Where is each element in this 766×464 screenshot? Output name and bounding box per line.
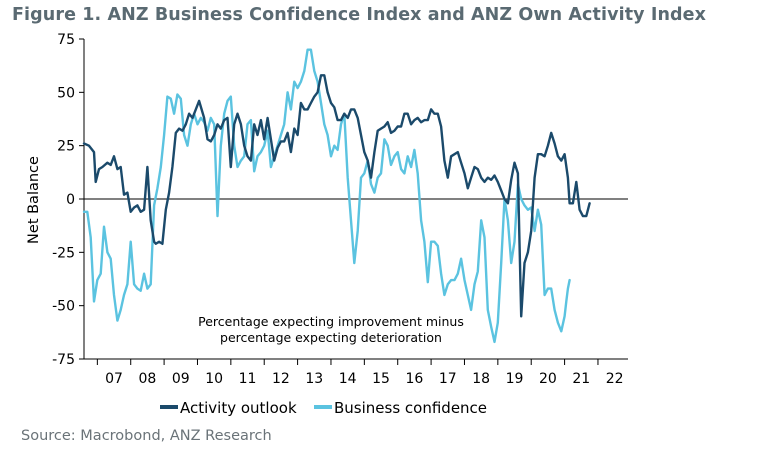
x-tick-label: 22 xyxy=(606,371,624,387)
legend-label-business-confidence: Business confidence xyxy=(334,399,487,417)
y-tick-label: 50 xyxy=(57,85,75,101)
y-tick-label: 75 xyxy=(57,32,75,48)
x-tick-label: 07 xyxy=(105,371,123,387)
y-tick-label: 0 xyxy=(66,192,75,208)
x-tick-label: 13 xyxy=(305,371,323,387)
annotation-line-1: Percentage expecting improvement minus xyxy=(198,314,464,329)
x-tick-label: 15 xyxy=(372,371,390,387)
x-tick-label: 17 xyxy=(439,371,457,387)
source-note: Source: Macrobond, ANZ Research xyxy=(21,428,272,444)
legend: Activity outlook Business confidence xyxy=(160,399,487,417)
chart-title: Figure 1. ANZ Business Confidence Index … xyxy=(12,5,707,25)
x-axis: 07 08 09 10 11 12 13 14 15 16 17 18 19 20 21 22 xyxy=(84,358,628,387)
series-line-business-confidence xyxy=(82,48,571,344)
x-tick-label: 20 xyxy=(539,371,557,387)
x-tick-label: 18 xyxy=(472,371,490,387)
x-tick-label: 09 xyxy=(172,371,190,387)
y-tick-label: -25 xyxy=(52,245,75,261)
legend-label-activity-outlook: Activity outlook xyxy=(180,399,297,417)
series-lines xyxy=(82,48,591,344)
series-line-activity-outlook xyxy=(82,74,591,318)
x-tick-label: 21 xyxy=(572,371,590,387)
annotation-line-2: percentage expecting deterioration xyxy=(220,330,442,345)
y-axis-title: Net Balance xyxy=(26,156,42,244)
x-tick-label: 16 xyxy=(405,371,423,387)
x-tick-label: 11 xyxy=(239,371,257,387)
x-tick-label: 19 xyxy=(506,371,524,387)
y-tick-label: -75 xyxy=(52,352,75,368)
x-tick-label: 08 xyxy=(138,371,156,387)
x-tick-label: 12 xyxy=(272,371,290,387)
y-axis: -75 -50 -25 0 25 50 75 xyxy=(52,32,628,368)
x-tick-label: 10 xyxy=(205,371,223,387)
y-tick-label: 25 xyxy=(57,139,75,155)
y-tick-label: -50 xyxy=(52,299,75,315)
x-tick-label: 14 xyxy=(339,371,357,387)
